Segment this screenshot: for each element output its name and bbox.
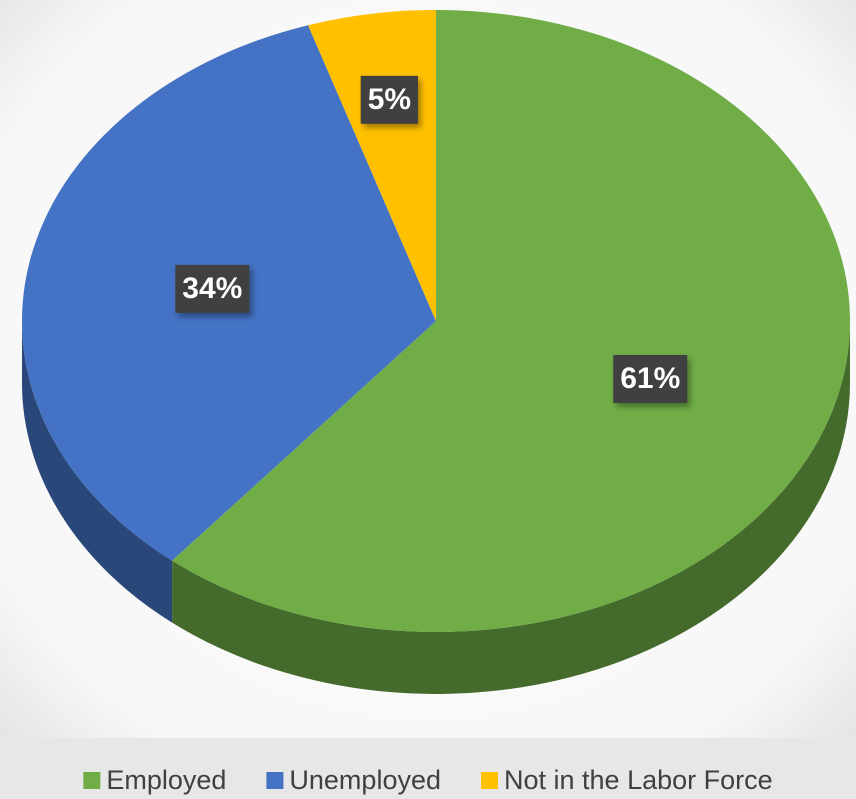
legend-item: Unemployed [266,765,441,795]
data-label: 61% [613,354,688,403]
data-label-text: 34% [182,272,242,305]
legend-swatch [481,772,499,789]
slice-side [22,321,173,623]
legend-item: Employed [83,765,226,795]
data-label-box [613,354,688,403]
legend-swatch [83,772,101,789]
data-label: 5% [360,75,419,124]
data-label: 34% [175,264,250,313]
legend-label: Not in the Labor Force [504,765,773,795]
slice-side [172,321,851,694]
legend-background [0,738,856,799]
legend-label: Unemployed [289,765,441,795]
data-label-box [175,264,250,313]
legend-swatch [266,772,284,789]
legend-item: Not in the Labor Force [481,765,773,795]
slice [172,10,851,633]
legend-label: Employed [106,765,226,795]
data-label-text: 5% [368,83,411,116]
data-label-text: 61% [620,362,680,395]
data-label-box [360,75,419,124]
